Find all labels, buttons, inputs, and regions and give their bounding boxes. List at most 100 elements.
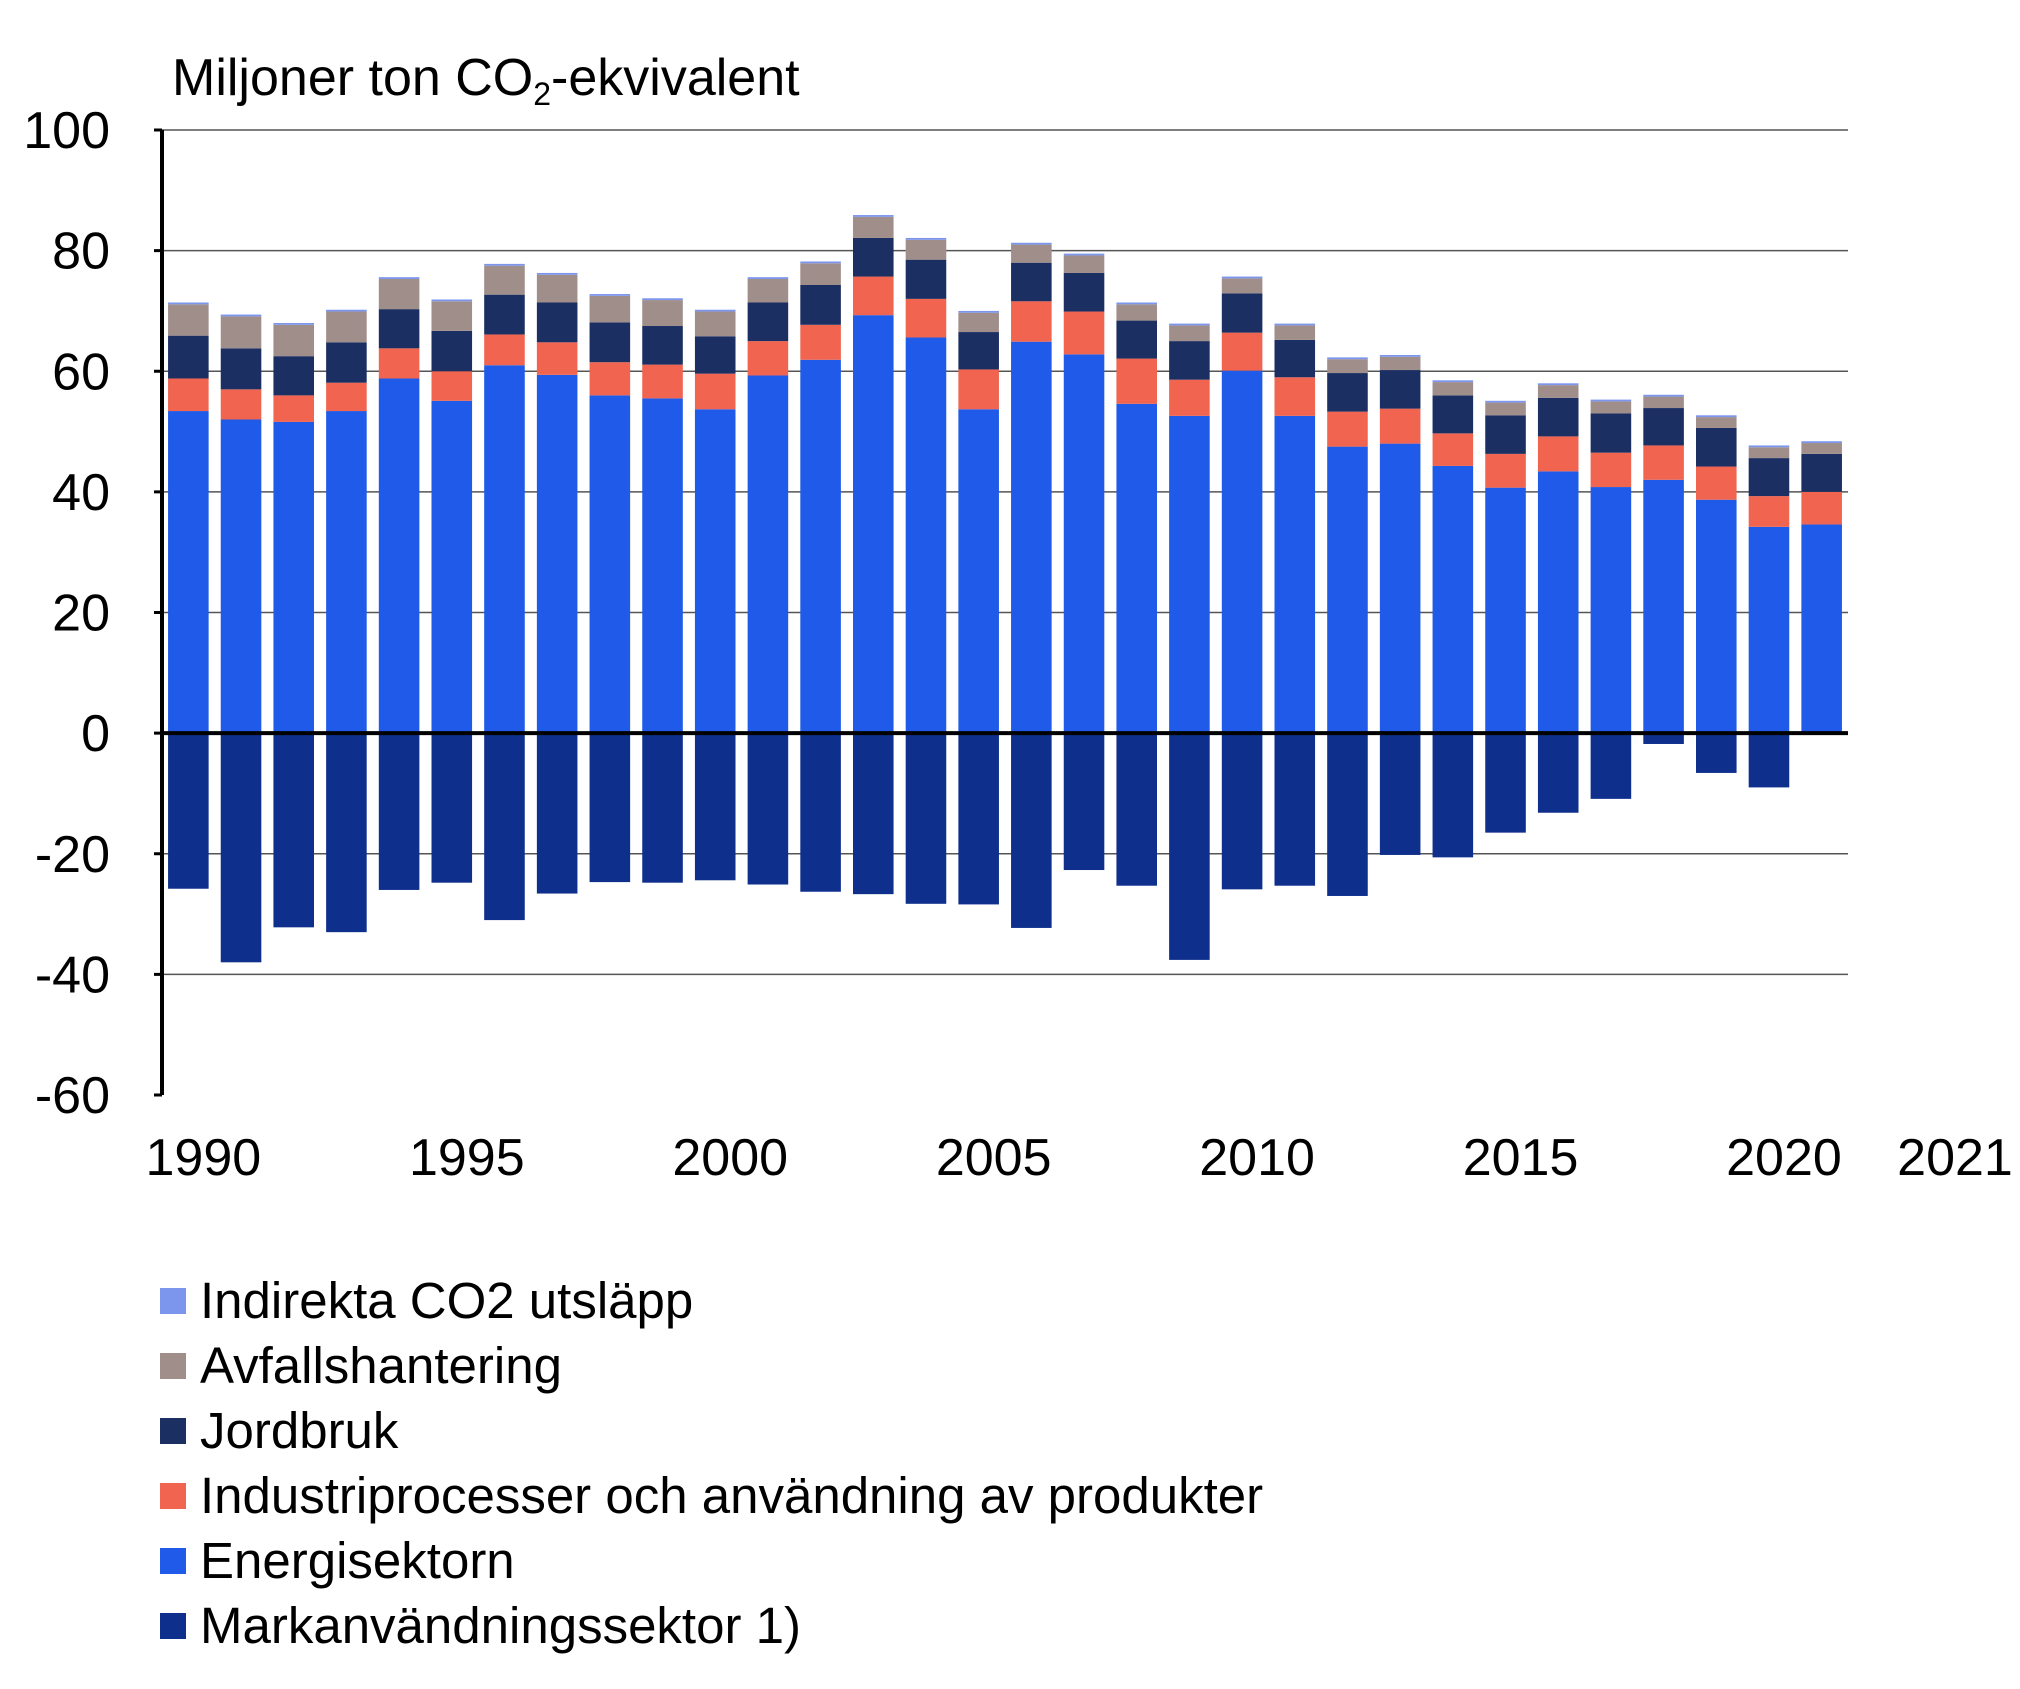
legend-swatch <box>160 1287 186 1314</box>
bar-avfall-2011 <box>1274 325 1316 340</box>
bar-jordbruk-2016 <box>1537 397 1579 437</box>
bar-industri-2018 <box>1643 445 1684 480</box>
unit-label-suffix: -ekvivalent <box>551 49 800 107</box>
legend-swatch <box>160 1417 186 1444</box>
bar-mark-2016 <box>1537 733 1579 813</box>
unit-label-prefix: Miljoner ton CO <box>172 49 534 107</box>
bar-jordbruk-2015 <box>1485 415 1526 454</box>
bar-mark-2011 <box>1274 733 1316 886</box>
x-tick-label: 2020 <box>1726 1129 1842 1187</box>
bar-mark-2008 <box>1116 733 1158 886</box>
bar-jordbruk-2006 <box>1011 262 1052 302</box>
legend-label: Jordbruk <box>200 1402 399 1459</box>
y-tick-label: 40 <box>52 464 110 522</box>
bar-indirekta-2004 <box>905 237 947 240</box>
bar-avfall-1994 <box>378 278 420 310</box>
bar-avfall-2016 <box>1537 385 1579 398</box>
bar-indirekta-2012 <box>1327 357 1368 360</box>
bar-energi-1990 <box>168 411 209 734</box>
bar-jordbruk-1993 <box>326 342 367 383</box>
x-tick-labels: 1990 1995 2000 2005 2010 2015 2020 2021 <box>146 1129 2013 1187</box>
bar-industri-2017 <box>1590 452 1632 488</box>
bar-mark-2014 <box>1432 733 1474 858</box>
x-tick-label: 1990 <box>146 1129 262 1187</box>
bar-jordbruk-2004 <box>905 259 947 299</box>
bar-avfall-2018 <box>1643 396 1684 409</box>
bar-avfall-2008 <box>1116 304 1158 321</box>
bar-industri-1998 <box>589 362 631 396</box>
bar-energi-2008 <box>1116 403 1158 734</box>
bar-industri-1997 <box>536 342 578 375</box>
x-tick-label: 2010 <box>1199 1129 1315 1187</box>
bar-energi-2012 <box>1327 446 1368 734</box>
bar-mark-1997 <box>536 733 578 894</box>
legend-item-industri: Industriprocesser och användning av prod… <box>160 1463 1263 1528</box>
bar-avfall-2015 <box>1485 402 1526 416</box>
bar-avfall-2017 <box>1590 401 1632 414</box>
y-tick-labels: 100 80 60 40 20 0 -20 -40 -60 <box>23 102 110 1125</box>
y-tick-label: 20 <box>52 585 110 643</box>
bar-industri-2016 <box>1537 436 1579 472</box>
bar-industri-2007 <box>1063 311 1105 355</box>
y-axis-unit-label: Miljoner ton CO2-ekvivalent <box>172 48 800 113</box>
bar-indirekta-2003 <box>852 215 894 217</box>
bar-energi-1994 <box>378 378 420 734</box>
bar-avfall-2007 <box>1063 255 1105 273</box>
bar-indirekta-1994 <box>378 277 420 279</box>
bar-indirekta-2009 <box>1169 323 1210 326</box>
bar-energi-2007 <box>1063 354 1105 734</box>
bar-industri-2011 <box>1274 377 1316 416</box>
bar-jordbruk-2020 <box>1748 458 1790 497</box>
bar-mark-2000 <box>694 733 736 881</box>
bar-avfall-2003 <box>852 216 894 238</box>
bar-energi-2017 <box>1590 487 1632 734</box>
bar-energi-2003 <box>852 315 894 734</box>
bar-avfall-2014 <box>1432 382 1474 396</box>
bar-industri-1991 <box>220 389 262 420</box>
bar-avfall-2006 <box>1011 244 1052 263</box>
y-tick-label: -40 <box>35 946 110 1004</box>
bar-indirekta-2005 <box>958 310 999 313</box>
bar-mark-2019 <box>1695 733 1737 773</box>
bar-energi-2000 <box>694 409 736 734</box>
bar-indirekta-2020 <box>1748 445 1790 448</box>
bar-jordbruk-2017 <box>1590 413 1632 453</box>
bar-avfall-2002 <box>800 263 841 286</box>
bar-jordbruk-2003 <box>852 237 894 277</box>
bar-energi-2004 <box>905 337 947 734</box>
bar-energi-2016 <box>1537 471 1579 734</box>
bar-jordbruk-2000 <box>694 336 736 374</box>
bar-jordbruk-1990 <box>168 335 209 379</box>
bar-industri-2001 <box>747 341 789 376</box>
bar-indirekta-1999 <box>642 298 683 301</box>
bar-industri-2003 <box>852 276 894 316</box>
y-tick-label: -20 <box>35 826 110 884</box>
bar-indirekta-2019 <box>1695 415 1737 418</box>
x-tick-label: 2021 <box>1897 1129 2013 1187</box>
bar-avfall-2005 <box>958 312 999 333</box>
bar-avfall-1990 <box>168 304 209 336</box>
bar-avfall-1993 <box>326 311 367 343</box>
bar-indirekta-2017 <box>1590 399 1632 402</box>
legend-swatch <box>160 1352 186 1379</box>
bar-jordbruk-1994 <box>378 309 420 349</box>
bar-avfall-1995 <box>431 301 473 331</box>
bar-mark-2015 <box>1485 733 1526 833</box>
bar-mark-2005 <box>958 733 999 905</box>
bar-mark-2010 <box>1221 733 1263 890</box>
bar-industri-2009 <box>1169 379 1210 416</box>
bar-jordbruk-1992 <box>273 356 315 396</box>
legend-label: Markanvändningssektor 1) <box>200 1597 801 1654</box>
bar-industri-2008 <box>1116 358 1158 404</box>
bar-mark-2004 <box>905 733 947 904</box>
bar-mark-1992 <box>273 733 315 928</box>
bar-indirekta-2011 <box>1274 323 1316 326</box>
bar-energi-2010 <box>1221 370 1263 734</box>
bar-mark-1998 <box>589 733 631 883</box>
bar-jordbruk-2011 <box>1274 339 1316 378</box>
bar-indirekta-2002 <box>800 261 841 264</box>
bar-energi-1992 <box>273 421 315 734</box>
bar-mark-1999 <box>642 733 683 883</box>
bar-industri-1990 <box>168 378 209 412</box>
